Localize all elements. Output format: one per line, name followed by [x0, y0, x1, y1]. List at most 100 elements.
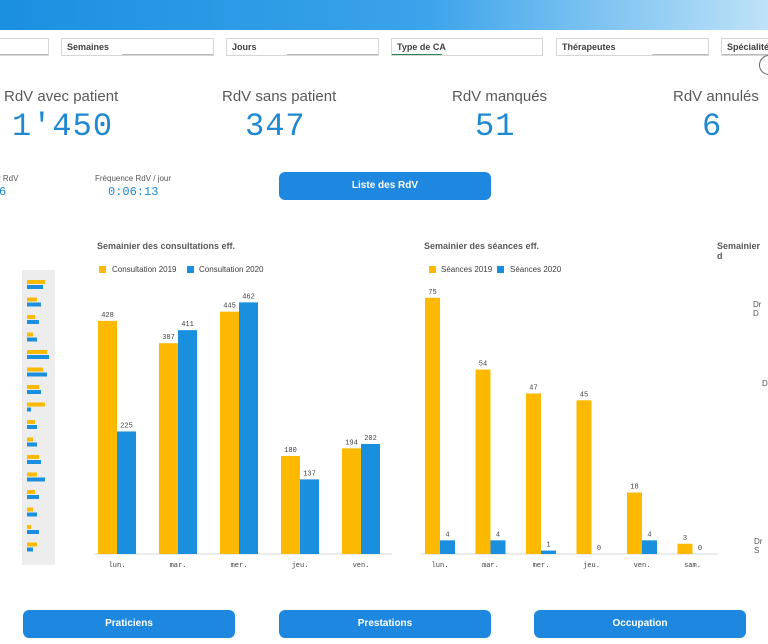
left-bar-2020 [27, 285, 43, 289]
chart-title-consultations: Semainier des consultations eff. [97, 241, 236, 251]
legend-swatch-2019 [99, 266, 106, 273]
bar-2019-jeu [576, 400, 592, 554]
data-label-2019-mar: 387 [162, 334, 175, 342]
bar-2019-mer [220, 311, 239, 554]
tick-label-mar: mar. [482, 562, 499, 570]
data-label-2019-ven: 18 [630, 484, 638, 492]
data-label-2019-mar: 54 [479, 361, 487, 369]
left-bar-2020 [27, 320, 39, 324]
left-bar-2019 [27, 420, 35, 424]
left-bar-2019 [27, 542, 37, 547]
left-bar-2020 [27, 390, 41, 394]
data-label-2020-ven: 4 [647, 531, 651, 539]
filter-semaines[interactable]: Semaines [61, 38, 214, 56]
left-bar-2019 [27, 402, 45, 407]
left-bar-2020 [27, 372, 47, 377]
left-bar-2019 [27, 297, 37, 302]
kpi-label-rdv-sans-patient: RdV sans patient [222, 88, 337, 105]
data-label-2020-lun: 225 [120, 422, 133, 430]
tick-label-mer: mer. [533, 562, 550, 570]
filter-label: Jours [232, 42, 257, 52]
selections-button[interactable] [759, 55, 768, 75]
data-label-2020-mer: 462 [242, 293, 255, 301]
filter-unlabeled[interactable] [0, 38, 49, 56]
bar-2019-lun [425, 297, 440, 554]
data-label-2020-mer: 1 [546, 542, 550, 550]
left-partial-chart [22, 270, 55, 565]
tick-label-mar: mar. [170, 562, 187, 570]
tick-label-jeu: jeu. [583, 562, 600, 570]
kpi-label-rdv-manques: RdV manqués [452, 88, 548, 105]
data-label-2019-jeu: 180 [284, 447, 297, 455]
legend-seances-2019: Séances 2019 [441, 265, 493, 274]
occupation-button[interactable]: Occupation [534, 610, 746, 638]
chart-title-seances: Semainier des séances eff. [424, 241, 540, 251]
header-bar [0, 0, 768, 30]
left-bar-2020 [27, 425, 37, 429]
left-bar-2020 [27, 442, 37, 447]
data-label-2019-sam: 3 [683, 535, 687, 543]
kpi-label-rdv-annules: RdV annulés [673, 88, 759, 105]
left-bar-2019 [27, 525, 31, 529]
left-bar-2019 [27, 280, 45, 284]
left-bar-2020 [27, 512, 37, 517]
bar-2020-ven [642, 540, 657, 554]
legend-consultation-2020: Consultation 2020 [199, 265, 264, 274]
data-label-2019-ven: 194 [345, 439, 358, 447]
filter-specialites[interactable]: Spécialités [721, 38, 768, 56]
tick-label-ven: ven. [353, 562, 370, 570]
chart-title-right: Semainier d [717, 241, 761, 261]
left-bar-2020 [27, 355, 49, 359]
bar-2019-lun [98, 320, 117, 554]
data-label-2019-lun: 75 [428, 289, 436, 297]
chart-background [22, 270, 55, 565]
right-chart-label-1: Dr D [753, 300, 762, 318]
bar-2019-jeu [281, 455, 300, 554]
seances-chart: 75 4 lun. 54 4 mar. 47 1 mer. 45 0 jeu. 18 4 ven. 3 0 sam… [421, 289, 718, 570]
praticiens-button[interactable]: Praticiens [23, 610, 235, 638]
left-bar-2019 [27, 507, 33, 512]
data-label-2020-sam: 0 [698, 545, 702, 553]
left-bar-2019 [27, 367, 43, 372]
data-label-2020-lun: 4 [445, 531, 449, 539]
bar-2020-lun [440, 540, 455, 554]
left-bar-2020 [27, 547, 33, 552]
tick-label-mer: mer. [231, 562, 248, 570]
left-bar-2019 [27, 490, 35, 494]
filter-type-de-ca[interactable]: Type de CA [391, 38, 543, 56]
filter-therapeutes[interactable]: Thérapeutes [556, 38, 709, 56]
legend-swatch-2020 [187, 266, 194, 273]
data-label-2019-jeu: 45 [580, 391, 588, 399]
left-bar-2020 [27, 477, 45, 482]
prestations-button[interactable]: Prestations [279, 610, 491, 638]
data-label-2020-mar: 411 [181, 321, 194, 329]
left-bar-2020 [27, 495, 39, 499]
left-bar-2020 [27, 302, 41, 307]
bar-2019-ven [627, 492, 642, 554]
bar-2020-mar [490, 540, 506, 554]
kpi-value-rdv-annules: 6 [702, 108, 723, 145]
bar-2019-sam [677, 543, 693, 554]
bar-2020-jeu [300, 479, 319, 554]
liste-des-rdv-button[interactable]: Liste des RdV [279, 172, 491, 200]
kpi-value-rdv-manques: 51 [475, 108, 516, 145]
filter-label: Spécialités [727, 42, 768, 52]
filter-jours[interactable]: Jours [226, 38, 379, 56]
legend-swatch-seances-2019 [429, 266, 436, 273]
bar-2019-mar [475, 369, 491, 554]
legend-swatch-seances-2020 [497, 266, 504, 273]
left-bar-2020 [27, 530, 39, 534]
tick-label-lun: lun. [109, 562, 126, 570]
legend-consultation-2019: Consultation 2019 [112, 265, 177, 274]
bar-2020-mar [178, 330, 197, 554]
tick-label-ven: ven. [634, 562, 651, 570]
bar-2020-mer [239, 302, 258, 554]
stat-value-frequence: 0:06:13 [108, 185, 159, 199]
left-chart-bars [27, 280, 49, 552]
tick-label-lun: lun. [432, 562, 449, 570]
filter-label: Type de CA [397, 42, 446, 52]
left-bar-2020 [27, 337, 37, 342]
stat-value-rdv: 6 [0, 185, 7, 199]
legend-seances-2020: Séances 2020 [510, 265, 562, 274]
filter-label: Thérapeutes [562, 42, 616, 52]
